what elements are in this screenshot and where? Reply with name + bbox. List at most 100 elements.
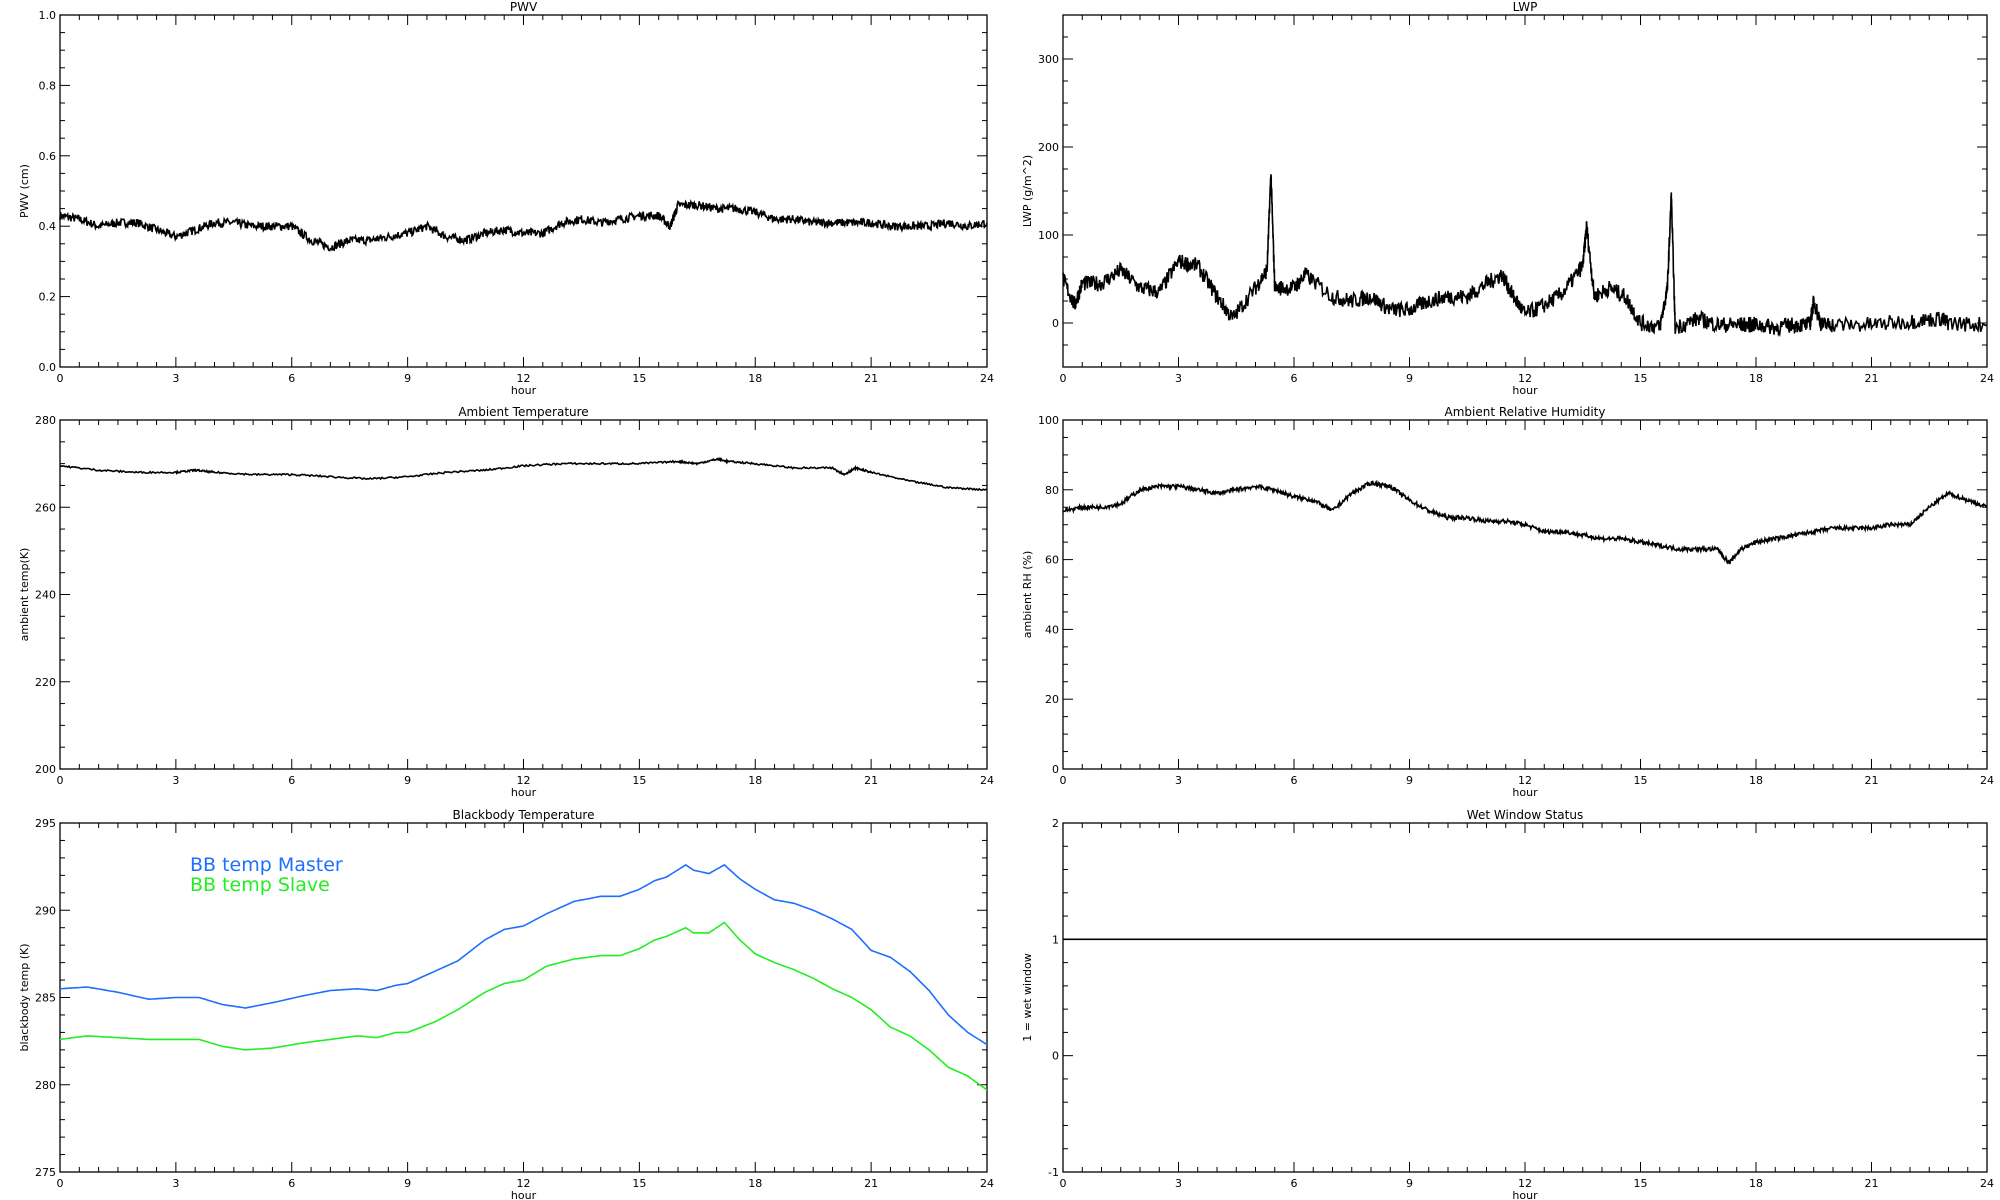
x-tick-label: 9 — [404, 774, 411, 787]
legend-entry: BB temp Slave — [190, 874, 330, 896]
x-tick-label: 9 — [404, 1177, 411, 1190]
y-tick-label: 295 — [35, 817, 56, 830]
x-tick-label: 0 — [57, 774, 64, 787]
x-axis-label: hour — [1512, 786, 1538, 799]
x-tick-label: 15 — [1634, 372, 1648, 385]
chart-title: Blackbody Temperature — [453, 808, 595, 822]
chart-title: Wet Window Status — [1467, 808, 1583, 822]
x-tick-label: 0 — [57, 1177, 64, 1190]
x-tick-label: 9 — [1406, 372, 1413, 385]
y-tick-label: 0.8 — [39, 79, 57, 92]
x-axis-label: hour — [511, 786, 537, 799]
y-tick-label: 0.6 — [39, 150, 57, 163]
x-tick-label: 21 — [1865, 372, 1879, 385]
x-tick-label: 6 — [1291, 1177, 1298, 1190]
x-tick-label: 18 — [1749, 1177, 1763, 1190]
y-tick-label: 1.0 — [39, 9, 57, 22]
x-tick-label: 18 — [748, 372, 762, 385]
x-tick-label: 15 — [1634, 774, 1648, 787]
x-tick-label: 9 — [404, 372, 411, 385]
x-axis-label: hour — [1512, 1189, 1538, 1200]
series-line-pwv — [59, 198, 988, 252]
plot-frame — [59, 14, 988, 368]
y-tick-label: 240 — [35, 589, 56, 602]
x-tick-label: 0 — [1060, 1177, 1067, 1190]
x-tick-label: 12 — [517, 1177, 531, 1190]
y-tick-label: 285 — [35, 992, 56, 1005]
x-tick-label: 9 — [1406, 1177, 1413, 1190]
y-axis-label: 1 = wet window — [1021, 953, 1034, 1042]
y-tick-label: 300 — [1038, 53, 1059, 66]
lwp-chart: LWP 0 3 6 9 12 15 18 21 24 hour 0 100 200 300 LWP (g/m^… — [1021, 0, 1994, 397]
x-tick-label: 21 — [864, 774, 878, 787]
pwv-chart: PWV 0 3 6 9 12 15 18 21 24 hour 0.0 0.2 0.4 0.6 0.8 1.0 P… — [18, 0, 994, 397]
x-tick-label: 6 — [288, 774, 295, 787]
y-tick-label: 0 — [1052, 763, 1059, 776]
x-tick-label: 6 — [1291, 774, 1298, 787]
x-tick-label: 12 — [1518, 774, 1532, 787]
x-tick-label: 3 — [1175, 372, 1182, 385]
y-tick-label: 0.2 — [39, 291, 57, 304]
y-tick-label: 60 — [1045, 554, 1059, 567]
x-tick-label: 21 — [1865, 774, 1879, 787]
x-tick-label: 0 — [1060, 774, 1067, 787]
y-tick-label: 2 — [1052, 817, 1059, 830]
x-tick-label: 24 — [1980, 372, 1994, 385]
x-tick-label: 24 — [980, 774, 994, 787]
x-tick-label: 21 — [864, 372, 878, 385]
series-line-lwp — [1062, 174, 1988, 338]
x-tick-label: 15 — [1634, 1177, 1648, 1190]
x-tick-label: 15 — [632, 1177, 646, 1190]
ambient-rh-chart: Ambient Relative Humidity 0 3 6 9 12 15 18 21 24 h… — [1021, 405, 1994, 799]
x-tick-label: 3 — [1175, 1177, 1182, 1190]
ambient-temp-chart: Ambient Temperature 0 3 6 9 12 15 18 21 24 hour 200… — [18, 405, 994, 799]
y-axis-label: LWP (g/m^2) — [1021, 155, 1034, 227]
x-tick-label: 3 — [172, 774, 179, 787]
x-axis-label: hour — [511, 1189, 537, 1200]
y-axis-label: ambient RH (%) — [1021, 551, 1034, 639]
x-tick-label: 3 — [1175, 774, 1182, 787]
x-tick-label: 24 — [1980, 774, 1994, 787]
x-tick-label: 12 — [1518, 372, 1532, 385]
y-tick-label: 20 — [1045, 693, 1059, 706]
x-tick-label: 6 — [1291, 372, 1298, 385]
chart-title: PWV — [510, 0, 538, 14]
x-tick-label: 18 — [748, 1177, 762, 1190]
x-axis-label: hour — [1512, 384, 1538, 397]
y-tick-label: 280 — [35, 414, 56, 427]
legend-entry: BB temp Master — [190, 854, 343, 876]
chart-title: LWP — [1513, 0, 1538, 14]
y-tick-label: 200 — [35, 763, 56, 776]
y-tick-label: -1 — [1048, 1166, 1059, 1179]
series-line-ambient-rh — [1062, 479, 1988, 565]
chart-title: Ambient Relative Humidity — [1445, 405, 1606, 419]
series-line-bb-temp-master — [59, 863, 988, 1046]
x-tick-label: 18 — [748, 774, 762, 787]
y-tick-label: 280 — [35, 1079, 56, 1092]
y-tick-label: 0 — [1052, 1050, 1059, 1063]
y-tick-label: 0.0 — [39, 361, 57, 374]
series-line-ambient-temperature — [59, 456, 988, 492]
x-tick-label: 12 — [1518, 1177, 1532, 1190]
x-tick-label: 6 — [288, 372, 295, 385]
x-tick-label: 12 — [517, 774, 531, 787]
chart-title: Ambient Temperature — [458, 405, 588, 419]
x-tick-label: 3 — [172, 372, 179, 385]
x-tick-label: 21 — [864, 1177, 878, 1190]
y-tick-label: 80 — [1045, 484, 1059, 497]
x-tick-label: 21 — [1865, 1177, 1879, 1190]
plot-frame — [1062, 419, 1988, 770]
y-axis-label: blackbody temp (K) — [18, 944, 31, 1052]
y-axis-label: ambient temp(K) — [18, 548, 31, 642]
y-tick-label: 275 — [35, 1166, 56, 1179]
x-tick-label: 0 — [57, 372, 64, 385]
series-line-bb-temp-slave — [59, 921, 988, 1091]
x-tick-label: 24 — [980, 372, 994, 385]
y-tick-label: 220 — [35, 676, 56, 689]
x-tick-label: 18 — [1749, 372, 1763, 385]
y-tick-label: 100 — [1038, 414, 1059, 427]
x-tick-label: 12 — [517, 372, 531, 385]
bb-temp-chart: Blackbody Temperature 0 3 6 9 12 15 18 21 24 hour 2… — [18, 808, 994, 1200]
x-tick-label: 6 — [288, 1177, 295, 1190]
